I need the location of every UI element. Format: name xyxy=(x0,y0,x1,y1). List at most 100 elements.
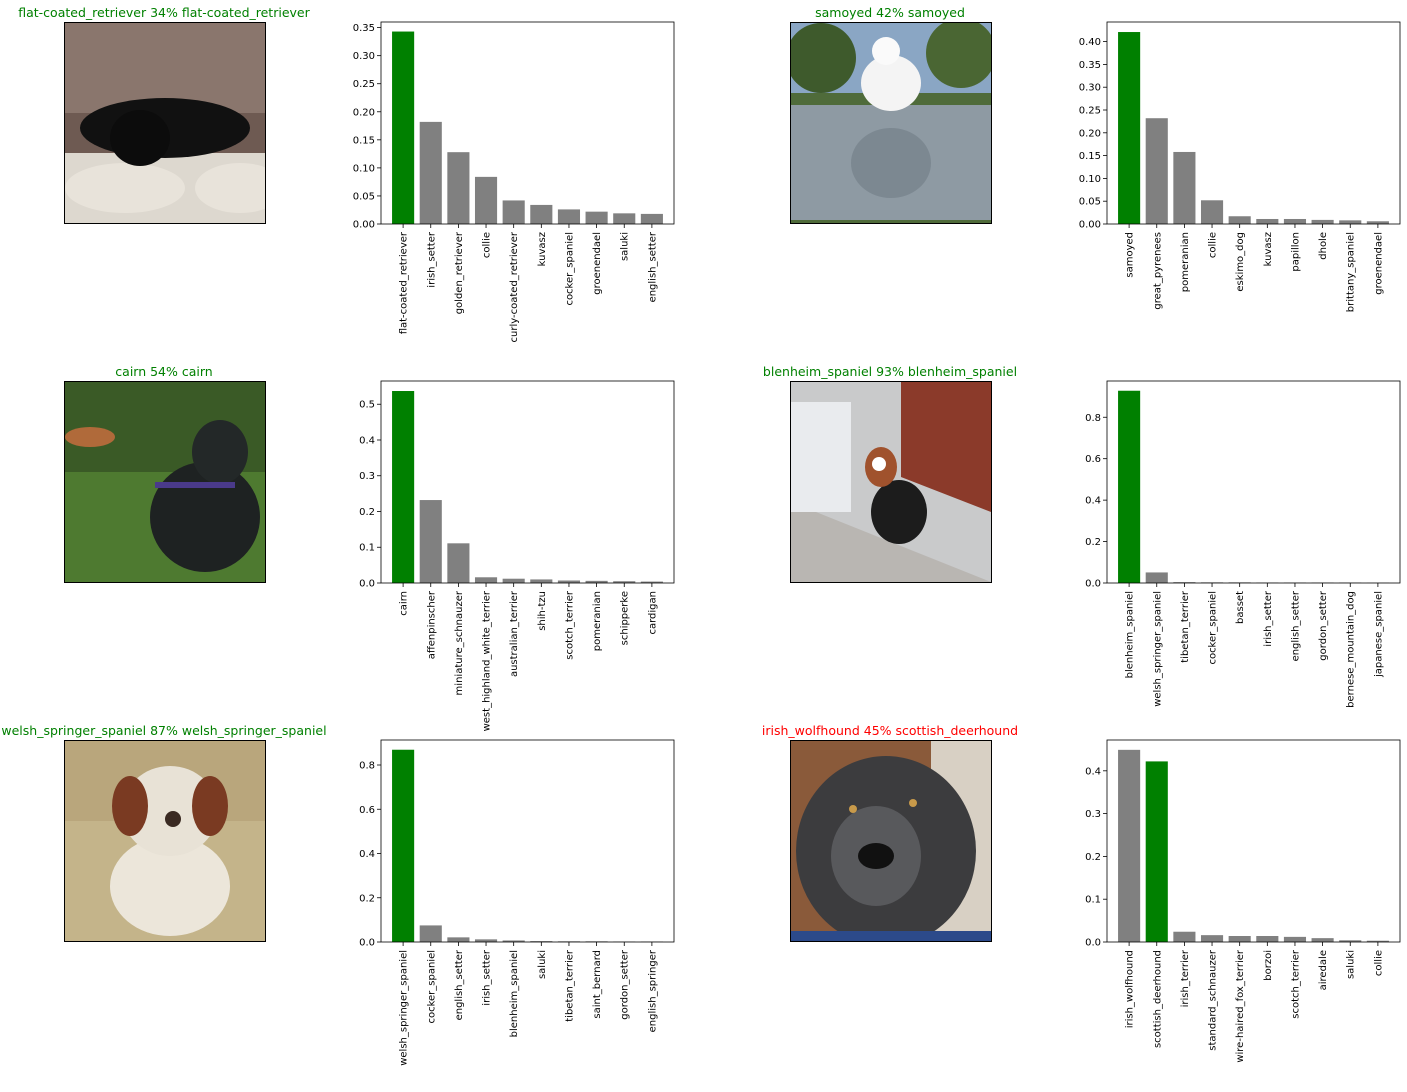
x-tick-label: kuvasz xyxy=(1263,232,1274,266)
image-title: flat-coated_retriever 34% flat-coated_re… xyxy=(0,5,364,20)
x-tick-label: eskimo_dog xyxy=(1235,232,1246,292)
x-tick-label: scotch_terrier xyxy=(564,590,575,660)
bar-pomeranian xyxy=(1173,152,1195,224)
bar-affenpinscher xyxy=(420,500,442,583)
y-tick-label: 0.25 xyxy=(353,79,375,90)
bar-saluki xyxy=(613,213,635,224)
dog-photo xyxy=(790,22,992,224)
x-tick-label: brittany_spaniel xyxy=(1346,232,1357,312)
y-tick-label: 0.30 xyxy=(353,51,375,62)
x-tick-label: cairn xyxy=(399,591,410,616)
x-tick-label: irish_terrier xyxy=(1180,949,1191,1007)
bar-groenendael xyxy=(1367,221,1389,224)
probability-bar-chart: irish_wolfhound scottish_deerhound irish_t… xyxy=(1067,738,1407,1092)
y-tick-label: 0.25 xyxy=(1079,106,1101,117)
bar-english_setter xyxy=(447,937,469,942)
bar-samoyed xyxy=(1118,32,1140,224)
x-tick-label: cocker_spaniel xyxy=(1208,591,1219,665)
y-tick-label: 0.6 xyxy=(1085,454,1101,465)
dog-photo xyxy=(64,740,266,942)
x-tick-label: golden_retriever xyxy=(454,231,465,314)
x-tick-label: groenendael xyxy=(1373,232,1384,295)
x-tick-label: kuvasz xyxy=(537,232,548,266)
bar-flat-coated_retriever xyxy=(392,32,414,224)
y-tick-label: 0.0 xyxy=(359,938,375,949)
x-tick-label: saluki xyxy=(620,232,631,261)
bar-wire-haired_fox_terrier xyxy=(1229,936,1251,942)
bar-curly-coated_retriever xyxy=(503,200,525,224)
bar-kuvasz xyxy=(530,205,552,224)
bar-blenheim_spaniel xyxy=(1118,391,1140,583)
y-tick-label: 0.3 xyxy=(1085,809,1101,820)
y-tick-label: 0.2 xyxy=(1085,537,1101,548)
x-tick-label: dhole xyxy=(1318,232,1329,260)
y-tick-label: 0.35 xyxy=(353,23,375,34)
black-dog-on-couch-icon xyxy=(65,23,265,223)
bar-groenendael xyxy=(586,212,608,224)
x-tick-label: basset xyxy=(1235,591,1246,624)
y-tick-label: 0.15 xyxy=(353,135,375,146)
dog-photo xyxy=(790,740,992,942)
x-tick-label: collie xyxy=(1208,232,1219,258)
probability-bar-chart: cairn affenpinscher miniature_schnauzer wes… xyxy=(341,379,684,733)
x-tick-label: scottish_deerhound xyxy=(1152,950,1163,1048)
bar-collie xyxy=(475,177,497,224)
x-tick-label: borzoi xyxy=(1263,950,1274,981)
x-tick-label: english_setter xyxy=(647,231,658,302)
x-tick-label: blenheim_spaniel xyxy=(509,950,520,1037)
x-tick-label: standard_schnauzer xyxy=(1208,949,1219,1051)
x-tick-label: welsh_springer_spaniel xyxy=(399,950,410,1066)
x-tick-label: gordon_setter xyxy=(1318,590,1329,661)
x-tick-label: west_highland_white_terrier xyxy=(482,590,493,731)
bar-cocker_spaniel xyxy=(420,925,442,942)
x-tick-label: schipperke xyxy=(620,591,631,645)
x-tick-label: airedale xyxy=(1318,950,1329,990)
bar-great_pyrenees xyxy=(1146,118,1168,224)
x-tick-label: saint_bernard xyxy=(592,950,603,1019)
dog-photo xyxy=(64,22,266,224)
bar-australian_terrier xyxy=(503,579,525,583)
bar-welsh_springer_spaniel xyxy=(1146,572,1168,583)
x-tick-label: curly-coated_retriever xyxy=(509,231,520,342)
bar-brittany_spaniel xyxy=(1339,220,1361,224)
x-tick-label: irish_setter xyxy=(482,949,493,1006)
bar-standard_schnauzer xyxy=(1201,935,1223,942)
x-tick-label: wire-haired_fox_terrier xyxy=(1235,949,1246,1063)
bar-kuvasz xyxy=(1256,219,1278,224)
y-tick-label: 0.30 xyxy=(1079,83,1101,94)
y-tick-label: 0.0 xyxy=(359,579,375,590)
bar-borzoi xyxy=(1256,936,1278,942)
bar-english_setter xyxy=(641,214,663,224)
x-tick-label: bernese_mountain_dog xyxy=(1346,591,1357,708)
y-tick-label: 0.00 xyxy=(353,220,375,231)
bar-cocker_spaniel xyxy=(558,209,580,224)
x-tick-label: papillon xyxy=(1290,232,1301,272)
x-tick-label: pomeranian xyxy=(1180,232,1191,292)
bar-cairn xyxy=(392,391,414,583)
x-tick-label: australian_terrier xyxy=(509,590,520,677)
x-tick-label: miniature_schnauzer xyxy=(454,590,465,695)
x-tick-label: flat-coated_retriever xyxy=(399,231,410,334)
x-tick-label: saluki xyxy=(1346,950,1357,979)
bar-west_highland_white_terrier xyxy=(475,577,497,583)
x-tick-label: affenpinscher xyxy=(426,590,437,659)
x-tick-label: blenheim_spaniel xyxy=(1125,591,1136,678)
x-tick-label: pomeranian xyxy=(592,591,603,651)
x-tick-label: cocker_spaniel xyxy=(426,950,437,1024)
y-tick-label: 0.35 xyxy=(1079,60,1101,71)
y-tick-label: 0.4 xyxy=(359,435,375,446)
x-tick-label: scotch_terrier xyxy=(1290,949,1301,1019)
y-tick-label: 0.40 xyxy=(1079,37,1101,48)
x-tick-label: irish_wolfhound xyxy=(1125,950,1136,1028)
bar-dhole xyxy=(1312,220,1334,224)
y-tick-label: 0.0 xyxy=(1085,938,1101,949)
y-tick-label: 0.00 xyxy=(1079,220,1101,231)
x-tick-label: gordon_setter xyxy=(620,949,631,1020)
bar-eskimo_dog xyxy=(1229,216,1251,224)
y-tick-label: 0.15 xyxy=(1079,151,1101,162)
y-tick-label: 0.10 xyxy=(353,163,375,174)
x-tick-label: japanese_spaniel xyxy=(1373,591,1384,678)
